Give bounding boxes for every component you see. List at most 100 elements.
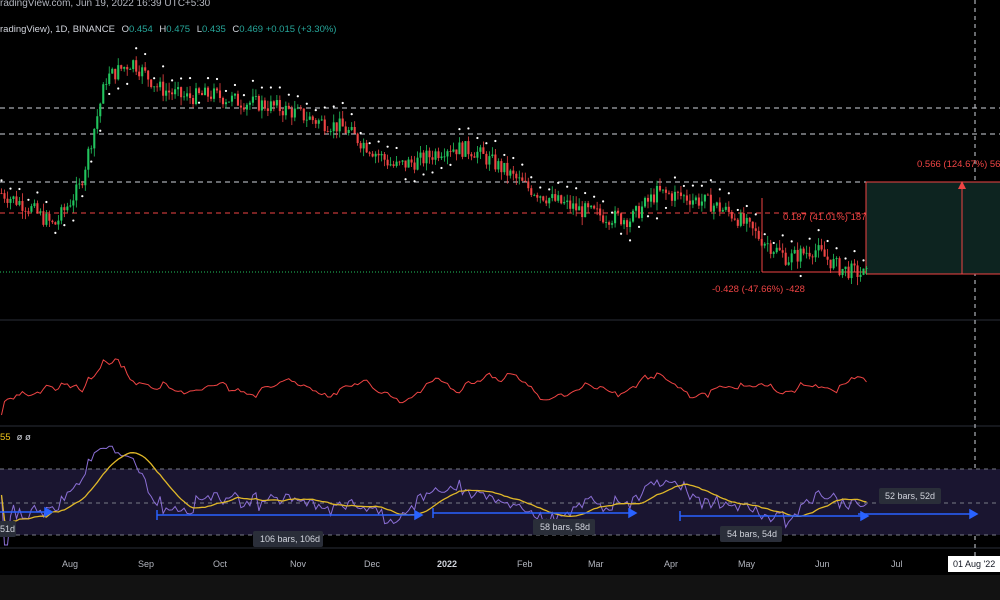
axis-label-2022: 2022 (437, 559, 457, 569)
candle-body (512, 170, 515, 174)
svg-text:52 bars, 52d: 52 bars, 52d (885, 491, 935, 501)
candle-body (676, 191, 679, 193)
candle-body (81, 183, 84, 186)
candle-body (203, 87, 207, 96)
range-arrows[interactable] (0, 506, 979, 522)
candle-body (272, 101, 275, 106)
sar-dot (404, 178, 407, 181)
candle-body (554, 194, 557, 201)
candle-body (566, 200, 569, 202)
candle-body (39, 211, 42, 213)
candle-body (30, 206, 33, 212)
candlestick-series[interactable] (0, 56, 868, 286)
candle-body (233, 93, 237, 96)
sar-dot (27, 198, 30, 201)
candle-body (299, 107, 302, 109)
date-axis-badge: 01 Aug '22 (948, 556, 1000, 572)
sar-dot (287, 93, 290, 96)
candle-body (99, 103, 102, 117)
sar-dot (449, 163, 452, 166)
candle-body (305, 119, 308, 121)
candle-body (826, 256, 829, 260)
candle-body (691, 200, 694, 205)
candle-body (488, 156, 491, 165)
candle-body (784, 252, 787, 265)
candle-body (404, 160, 407, 168)
candle-body (54, 222, 57, 225)
candle-body (269, 101, 272, 111)
candle-body (446, 151, 449, 157)
candle-body (811, 256, 814, 258)
price-range-measure-2[interactable] (761, 198, 866, 273)
candle-body (227, 101, 231, 103)
candle-body (629, 221, 632, 228)
bottom-toolbar[interactable] (0, 575, 1000, 600)
sar-dot (135, 47, 138, 50)
candle-body (652, 194, 656, 203)
sar-dot (718, 188, 721, 191)
chart-header: radingView.com, Jun 19, 2022 16:39 UTC+5… (0, 0, 1000, 12)
sar-dot (144, 52, 147, 56)
candle-body (395, 161, 398, 166)
candle-body (685, 195, 688, 201)
candle-body (132, 60, 135, 70)
sar-dot (314, 109, 317, 112)
candle-body (224, 102, 228, 105)
candle-body (174, 89, 177, 95)
svg-text:58 bars, 58d: 58 bars, 58d (540, 522, 590, 532)
sar-dot (171, 79, 174, 82)
candle-body (323, 119, 326, 132)
candle-body (802, 248, 805, 254)
symbol-legend[interactable]: radingView), 1D, BINANCE O0.454 H0.475 L… (0, 24, 336, 36)
candle-body (290, 108, 293, 118)
candle-body (730, 211, 733, 219)
price-levels (0, 107, 1000, 273)
candle-body (542, 196, 545, 201)
rsi-band (0, 469, 1000, 535)
candle-body (739, 213, 742, 226)
sar-dot (162, 65, 165, 68)
range-label-52: 52 bars, 52d (879, 488, 941, 504)
candle-body (440, 156, 443, 159)
svg-text:01 Aug '22: 01 Aug '22 (953, 559, 995, 569)
candle-body (518, 177, 521, 179)
candle-body (572, 203, 575, 209)
sar-dot (395, 146, 398, 150)
candle-body (820, 245, 823, 250)
candle-body (712, 205, 715, 212)
axis-label-feb: Feb (517, 559, 533, 569)
sar-dot (467, 127, 470, 130)
candle-body (206, 87, 210, 97)
candle-body (356, 133, 359, 144)
candle-body (862, 268, 865, 275)
sar-dot (808, 237, 811, 240)
sar-dot (422, 173, 425, 176)
sar-dot (278, 86, 281, 89)
svg-text:106 bars, 106d: 106 bars, 106d (260, 534, 320, 544)
indicator-symbols: ø ø (16, 432, 31, 443)
candle-body (634, 206, 638, 211)
sar-dot (691, 184, 695, 187)
candle-body (344, 126, 347, 134)
axis-label-apr: Apr (664, 559, 678, 569)
candle-body (623, 220, 626, 225)
candle-body (703, 194, 706, 202)
time-axis[interactable]: Aug Sep Oct Nov Dec 2022 Feb Mar Apr May… (62, 559, 903, 569)
candle-body (57, 220, 60, 225)
price-range-measure[interactable] (865, 181, 1000, 275)
candle-body (640, 206, 644, 218)
candle-body (847, 266, 850, 279)
candle-body (715, 202, 718, 206)
candle-body (293, 108, 296, 118)
candle-body (596, 208, 599, 210)
candle-body (389, 164, 392, 166)
candle-body (769, 243, 772, 254)
sar-dot (584, 191, 587, 195)
indicator-legend[interactable]: 55 ø ø (0, 432, 37, 443)
sar-dot (637, 225, 641, 228)
candle-body (524, 180, 527, 182)
candle-body (84, 169, 87, 186)
candle-body (296, 107, 299, 109)
candle-body (195, 88, 198, 105)
